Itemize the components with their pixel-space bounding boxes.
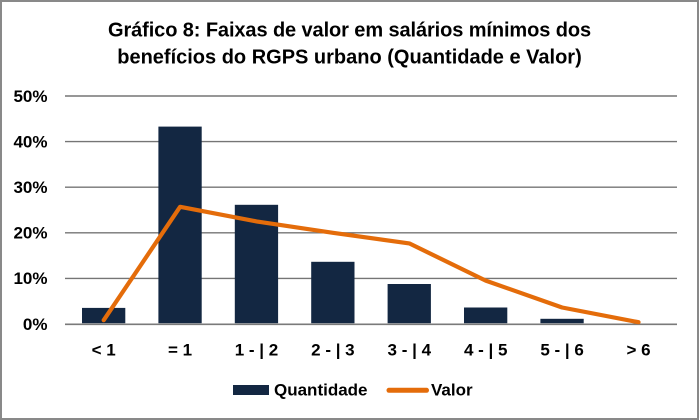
- svg-text:30%: 30%: [13, 178, 47, 197]
- svg-text:0%: 0%: [23, 315, 48, 334]
- svg-text:2 - | 3: 2 - | 3: [311, 341, 355, 360]
- svg-text:1 - | 2: 1 - | 2: [235, 341, 279, 360]
- svg-text:Quantidade: Quantidade: [274, 381, 368, 400]
- svg-text:benefícios do RGPS urbano (Qua: benefícios do RGPS urbano (Quantidade e …: [117, 47, 582, 69]
- svg-text:Valor: Valor: [431, 381, 473, 400]
- svg-text:20%: 20%: [13, 224, 47, 243]
- svg-text:10%: 10%: [13, 269, 47, 288]
- svg-text:3 - | 4: 3 - | 4: [388, 341, 432, 360]
- svg-text:5 - | 6: 5 - | 6: [540, 341, 584, 360]
- svg-text:> 6: > 6: [626, 341, 650, 360]
- svg-text:< 1: < 1: [92, 341, 116, 360]
- svg-text:4 - | 5: 4 - | 5: [464, 341, 508, 360]
- svg-text:= 1: = 1: [168, 341, 192, 360]
- svg-text:Gráfico 8: Faixas de valor em: Gráfico 8: Faixas de valor em salários m…: [108, 19, 591, 41]
- svg-text:40%: 40%: [13, 132, 47, 151]
- svg-text:50%: 50%: [13, 87, 47, 106]
